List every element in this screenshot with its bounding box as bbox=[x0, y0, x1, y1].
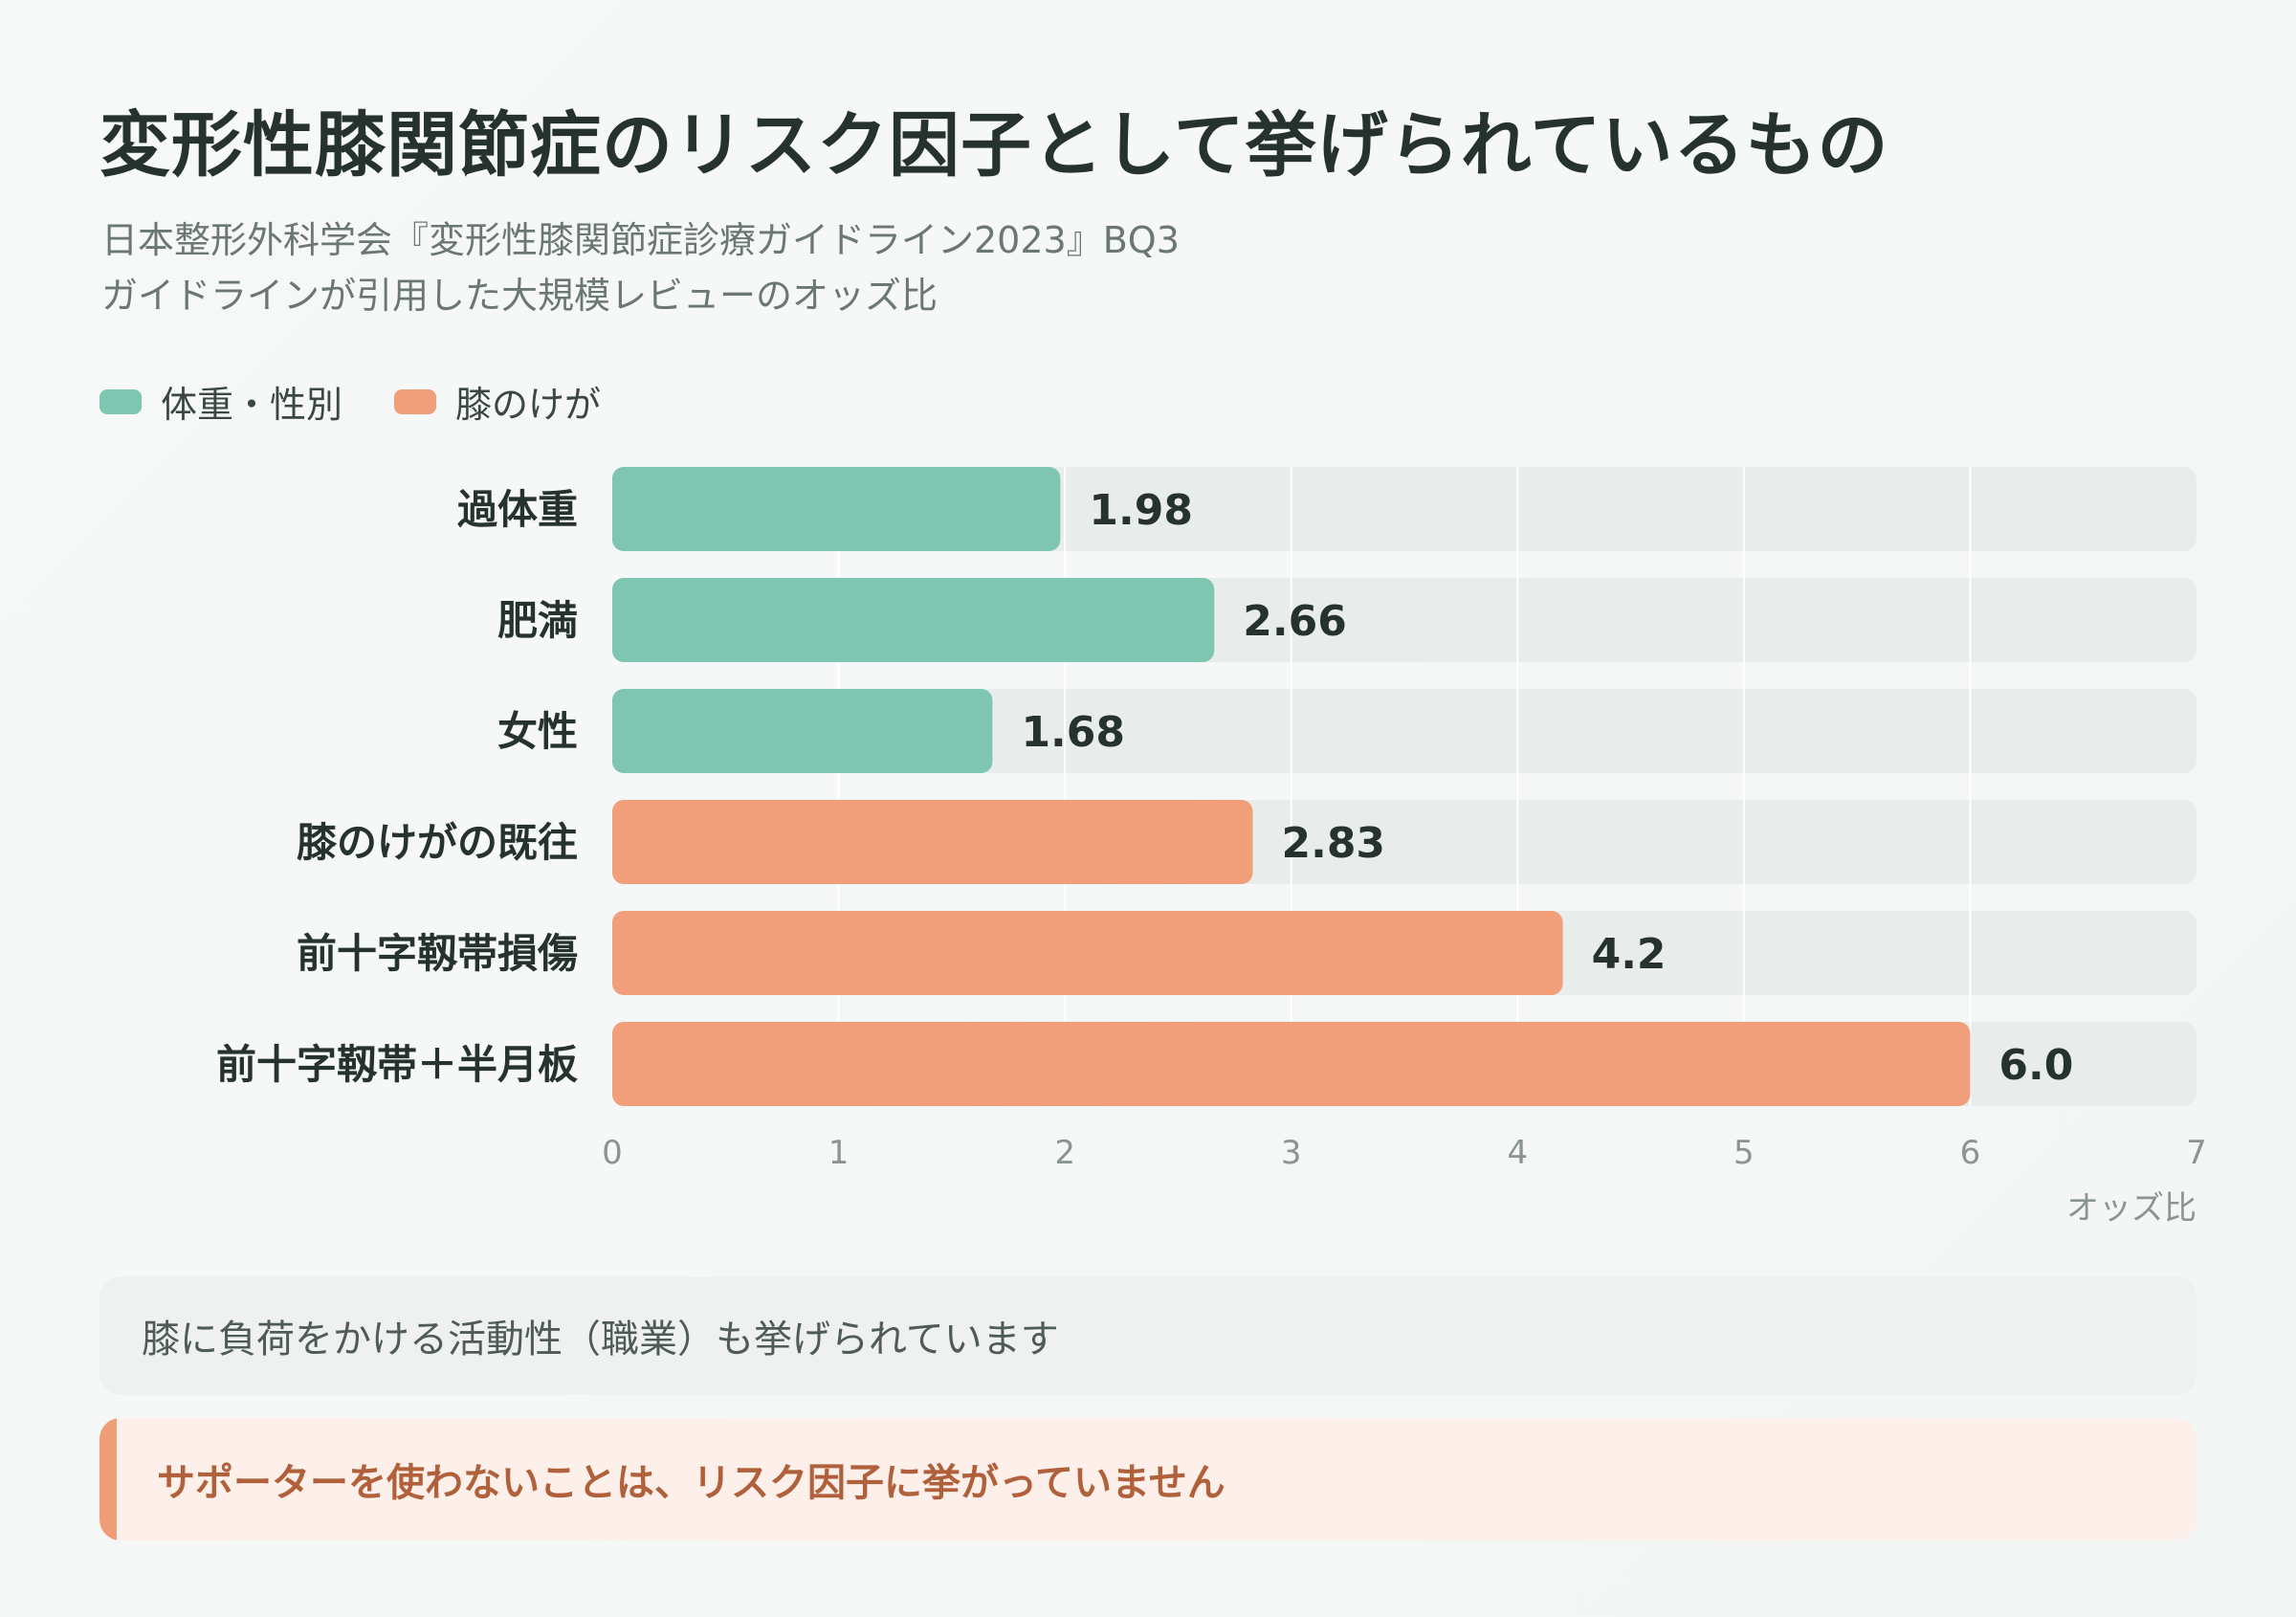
legend: 体重・性別 膝のけが bbox=[99, 375, 652, 428]
alert-callout: サポーターを使わないことは、リスク因子に挙がっていません bbox=[99, 1418, 2197, 1540]
legend-item-knee-injury: 膝のけが bbox=[394, 375, 601, 428]
bar bbox=[612, 578, 1215, 662]
x-tick-label: 0 bbox=[602, 1134, 623, 1172]
bar-track bbox=[612, 689, 2197, 773]
chart-title: 変形性膝関節症のリスク因子として挙げられているもの bbox=[99, 104, 1889, 187]
info-note: 膝に負荷をかける活動性（職業）も挙げられています bbox=[99, 1276, 2197, 1395]
value-label: 2.66 bbox=[1243, 597, 1347, 646]
x-tick-label: 2 bbox=[1054, 1134, 1075, 1172]
x-tick-label: 6 bbox=[1960, 1134, 1981, 1172]
legend-item-weight-sex: 体重・性別 bbox=[99, 375, 342, 428]
category-label: 前十字靱帯＋半月板 bbox=[216, 1041, 578, 1088]
legend-swatch-weight-sex bbox=[99, 388, 142, 414]
bar bbox=[612, 1022, 1971, 1106]
bar bbox=[612, 911, 1563, 995]
x-tick-label: 4 bbox=[1507, 1134, 1528, 1172]
category-label: 過体重 bbox=[457, 486, 578, 533]
info-note-text: 膝に負荷をかける活動性（職業）も挙げられています bbox=[142, 1318, 1059, 1362]
value-label: 6.0 bbox=[1998, 1041, 2073, 1090]
value-label: 1.98 bbox=[1089, 486, 1193, 535]
subtitle-line-2: ガイドラインが引用した大規模レビューのオッズ比 bbox=[101, 275, 938, 317]
category-label: 肥満 bbox=[497, 597, 578, 644]
x-tick-label: 3 bbox=[1281, 1134, 1302, 1172]
bar bbox=[612, 689, 993, 773]
subtitle-line-1: 日本整形外科学会『変形性膝関節症診療ガイドライン2023』BQ3 bbox=[101, 219, 1180, 261]
x-tick-label: 7 bbox=[2186, 1134, 2207, 1172]
chart-subtitle: 日本整形外科学会『変形性膝関節症診療ガイドライン2023』BQ3 ガイドラインが… bbox=[101, 212, 1180, 323]
category-label: 膝のけがの既往 bbox=[297, 819, 578, 866]
value-label: 2.83 bbox=[1281, 819, 1385, 868]
x-tick-label: 1 bbox=[828, 1134, 850, 1172]
category-label: 前十字靱帯損傷 bbox=[297, 930, 578, 977]
bar-chart: 過体重 1.98 肥満 2.66 女性 1.68 膝のけがの既往 2.83 前十字靱帯損傷 4.2… bbox=[216, 467, 2207, 1228]
alert-accent-stripe bbox=[99, 1418, 117, 1540]
x-axis-label: オッズ比 bbox=[2066, 1189, 2197, 1228]
bar bbox=[612, 800, 1253, 884]
alert-text: サポーターを使わないことは、リスク因子に挙がっていません bbox=[157, 1461, 1225, 1505]
legend-swatch-knee-injury bbox=[394, 388, 437, 414]
x-tick-label: 5 bbox=[1733, 1134, 1755, 1172]
bar bbox=[612, 467, 1061, 551]
value-label: 4.2 bbox=[1592, 930, 1667, 979]
category-label: 女性 bbox=[497, 708, 578, 755]
value-label: 1.68 bbox=[1021, 708, 1125, 757]
legend-label-knee-injury: 膝のけが bbox=[455, 384, 602, 426]
legend-label-weight-sex: 体重・性別 bbox=[161, 384, 343, 426]
